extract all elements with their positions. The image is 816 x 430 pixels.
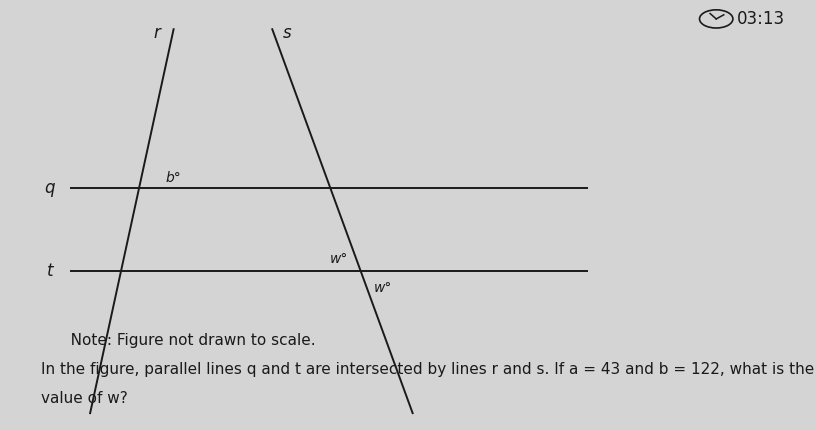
Text: b°: b° xyxy=(166,171,181,185)
Text: t: t xyxy=(47,262,53,280)
Text: w°: w° xyxy=(375,281,392,295)
Text: value of w?: value of w? xyxy=(41,391,127,406)
Text: r: r xyxy=(153,25,161,43)
Text: In the figure, parallel lines q and t are intersected by lines r and s. If a = 4: In the figure, parallel lines q and t ar… xyxy=(41,362,814,377)
Text: q: q xyxy=(45,179,55,197)
Text: w°: w° xyxy=(330,252,348,266)
Text: s: s xyxy=(283,25,292,43)
Text: 03:13: 03:13 xyxy=(737,10,785,28)
Text: Note: Figure not drawn to scale.: Note: Figure not drawn to scale. xyxy=(56,333,316,348)
